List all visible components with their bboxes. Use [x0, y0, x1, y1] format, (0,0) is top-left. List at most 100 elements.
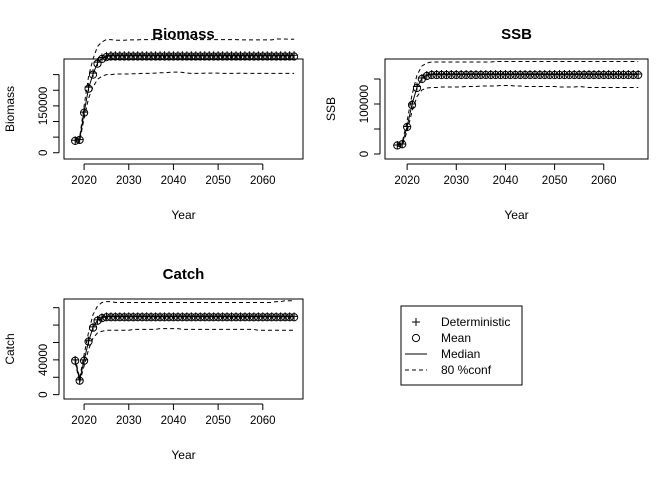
x-tick-label: 2020: [71, 415, 97, 427]
series-median-line: [74, 316, 295, 381]
mean-point: [258, 52, 267, 61]
mean-point: [133, 52, 142, 61]
x-tick-label: 2050: [205, 175, 231, 187]
plot-frame: [63, 298, 304, 400]
y-tick-label: 100000: [359, 85, 371, 123]
legend-box: [400, 305, 523, 386]
mean-point: [227, 52, 236, 61]
x-tick-label: 2060: [250, 175, 276, 187]
mean-point: [196, 52, 205, 61]
x-axis-label: Year: [504, 208, 528, 222]
x-tick-label: 2040: [493, 175, 519, 187]
legend-label: 80 %conf: [441, 363, 492, 377]
mean-point: [231, 52, 241, 61]
mean-point: [276, 52, 285, 61]
x-tick-label: 2050: [205, 415, 231, 427]
y-axis-label: Biomass: [3, 86, 17, 132]
mean-point: [178, 52, 187, 61]
mean-point: [200, 52, 209, 61]
mean-point: [245, 52, 254, 61]
mean-point: [138, 52, 147, 61]
y-tick-label: 150000: [38, 87, 50, 125]
mean-point: [222, 52, 232, 61]
mean-point: [93, 59, 102, 68]
mean-point: [164, 52, 174, 61]
x-tick-label: 2040: [161, 175, 187, 187]
mean-point: [124, 52, 133, 61]
mean-point: [263, 52, 272, 61]
legend: Deterministic Mean Median 80 %conf: [400, 305, 523, 386]
y-axis-label: SSB: [324, 97, 338, 121]
mean-point: [97, 54, 107, 64]
chart-title: Biomass: [152, 26, 215, 43]
mean-point: [407, 100, 417, 110]
series-conf-band-line: [74, 300, 295, 379]
mean-point: [214, 52, 223, 61]
mean-point: [191, 52, 200, 61]
series-conf-band-line: [75, 38, 295, 140]
mean-point: [249, 52, 258, 61]
mean-point: [173, 52, 183, 61]
mean-point: [285, 52, 294, 61]
mean-point: [254, 52, 263, 61]
panel-catch: Catch Year Catch 2020 2030 2040 2050 2060 0 40000: [3, 266, 304, 462]
x-tick-label: 2040: [161, 415, 187, 427]
y-tick-label: 0: [38, 150, 50, 156]
legend-plus-symbol: [412, 318, 420, 326]
y-tick-label: 0: [359, 151, 371, 157]
chart-title: SSB: [501, 26, 532, 43]
panel-ssb: SSB Year SSB 2020 2030 2040 2050 2060 0 100000: [324, 26, 649, 222]
mean-point: [422, 71, 431, 81]
mean-point: [88, 70, 98, 79]
series-conf-band-line: [397, 61, 639, 145]
mean-point: [169, 52, 178, 61]
mean-point: [182, 52, 191, 61]
mean-point: [272, 52, 281, 61]
mean-point: [71, 136, 80, 145]
x-tick-label: 2030: [116, 415, 142, 427]
chart-title: Catch: [163, 266, 205, 283]
series-conf-band-line: [74, 328, 295, 383]
mean-point: [111, 52, 120, 61]
mean-point: [218, 52, 227, 61]
mean-point: [93, 316, 102, 325]
mean-point: [236, 52, 245, 61]
mean-point: [187, 52, 196, 61]
mean-point: [398, 140, 407, 149]
mean-point: [142, 52, 151, 61]
mean-point: [120, 52, 129, 61]
series-median-line: [75, 55, 295, 142]
x-tick-label: 2030: [443, 175, 469, 187]
x-tick-label: 2030: [116, 175, 142, 187]
mean-point: [115, 52, 124, 61]
x-tick-label: 2060: [250, 415, 276, 427]
plot-frame: [384, 58, 649, 160]
mean-point: [129, 52, 138, 61]
series-conf-band-line: [75, 71, 295, 143]
mean-point: [80, 356, 89, 365]
legend-label: Deterministic: [441, 315, 510, 329]
mean-point: [240, 52, 250, 61]
mean-point: [147, 52, 156, 61]
x-tick-label: 2020: [394, 175, 420, 187]
mean-point: [403, 122, 412, 132]
mean-point: [155, 52, 165, 61]
legend-label: Mean: [441, 331, 471, 345]
mean-point: [412, 83, 422, 93]
y-tick-label: 0: [38, 391, 50, 397]
mean-point: [160, 52, 169, 61]
series-median-line: [397, 74, 639, 146]
mean-point: [281, 52, 290, 61]
x-tick-label: 2020: [71, 175, 97, 187]
plot-frame: [63, 58, 304, 160]
x-tick-label: 2060: [591, 175, 617, 187]
mean-point: [97, 314, 107, 323]
mean-point: [205, 52, 214, 61]
y-axis-label: Catch: [3, 333, 17, 364]
legend-label: Median: [441, 347, 480, 361]
mean-point: [102, 53, 111, 62]
panel-biomass: Biomass Year Biomass 2020 2030 2040 2050 2060 0 1…: [3, 26, 304, 222]
x-axis-label: Year: [171, 208, 195, 222]
mean-point: [75, 135, 84, 145]
mean-point: [209, 52, 218, 61]
